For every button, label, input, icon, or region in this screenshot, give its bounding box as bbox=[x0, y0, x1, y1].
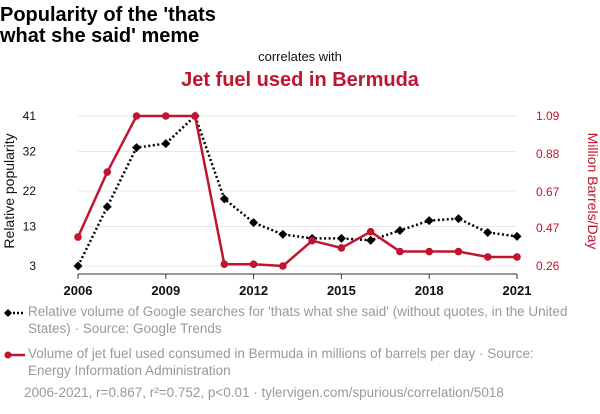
data-point-google-searches bbox=[366, 235, 376, 245]
x-tick-label: 2015 bbox=[327, 283, 356, 298]
data-point-jet-fuel bbox=[220, 260, 229, 268]
legend-label-google-searches: Relative volume of Google searches for '… bbox=[28, 304, 568, 336]
data-point-jet-fuel bbox=[279, 262, 287, 270]
left-tick-label: 41 bbox=[23, 109, 37, 123]
chart-subtitle: correlates with bbox=[258, 49, 342, 64]
data-point-jet-fuel bbox=[337, 244, 346, 252]
data-point-jet-fuel bbox=[396, 247, 404, 256]
data-point-jet-fuel bbox=[132, 112, 141, 120]
data-point-google-searches bbox=[249, 218, 259, 228]
chart-title-line-3: Jet fuel used in Bermuda bbox=[181, 69, 419, 91]
x-tick-label: 2021 bbox=[503, 283, 532, 298]
x-tick-label: 2009 bbox=[151, 283, 180, 298]
right-tick-label: 0.67 bbox=[536, 185, 560, 199]
data-point-google-searches bbox=[132, 143, 142, 153]
data-point-google-searches bbox=[219, 194, 229, 204]
right-axis-title: Million Barrels/Day bbox=[585, 133, 600, 250]
series-line-google-searches bbox=[76, 114, 518, 267]
series-line-jet-fuel bbox=[76, 114, 517, 268]
data-point-jet-fuel bbox=[483, 253, 492, 261]
data-point-jet-fuel bbox=[162, 112, 170, 120]
data-point-jet-fuel bbox=[74, 233, 82, 241]
data-point-jet-fuel bbox=[249, 260, 258, 268]
data-point-jet-fuel bbox=[425, 247, 434, 256]
data-point-google-searches bbox=[161, 139, 171, 149]
data-point-jet-fuel bbox=[103, 168, 112, 176]
data-point-jet-fuel bbox=[454, 247, 463, 256]
left-tick-label: 32 bbox=[23, 145, 37, 159]
left-axis-title: Relative popularity bbox=[1, 133, 17, 248]
data-point-jet-fuel bbox=[308, 236, 316, 245]
data-point-google-searches bbox=[73, 261, 83, 271]
legend-label-jet-fuel: Volume of jet fuel used consumed in Berm… bbox=[28, 346, 534, 378]
legend-swatch-solid-circle bbox=[4, 351, 25, 359]
left-tick-label: 13 bbox=[23, 220, 37, 234]
data-point-jet-fuel bbox=[513, 253, 521, 261]
left-tick-label: 22 bbox=[23, 184, 37, 198]
chart-title-line-2: what she said' meme bbox=[0, 25, 200, 47]
left-tick-label: 3 bbox=[29, 259, 36, 273]
data-point-jet-fuel bbox=[191, 112, 199, 120]
x-tick-label: 2006 bbox=[64, 283, 93, 298]
data-point-google-searches bbox=[512, 231, 522, 241]
data-point-google-searches bbox=[336, 233, 346, 243]
legend-swatch-dotted-diamond bbox=[4, 309, 25, 317]
data-point-google-searches bbox=[395, 225, 405, 235]
data-point-google-searches bbox=[278, 229, 288, 239]
data-point-google-searches bbox=[424, 216, 434, 226]
x-tick-label: 2018 bbox=[415, 283, 444, 298]
data-point-google-searches bbox=[483, 227, 493, 237]
data-point-google-searches bbox=[453, 214, 463, 224]
right-tick-label: 0.88 bbox=[536, 147, 560, 161]
right-tick-label: 0.47 bbox=[536, 221, 560, 235]
chart-title-line-1: Popularity of the 'thats bbox=[0, 4, 216, 26]
data-point-jet-fuel bbox=[366, 227, 375, 236]
right-tick-label: 1.09 bbox=[536, 109, 560, 123]
data-point-google-searches bbox=[102, 202, 112, 212]
right-tick-label: 0.26 bbox=[536, 259, 560, 273]
footer-stats: 2006-2021, r=0.867, r²=0.752, p<0.01 · t… bbox=[24, 385, 504, 400]
x-tick-label: 2012 bbox=[239, 283, 268, 298]
